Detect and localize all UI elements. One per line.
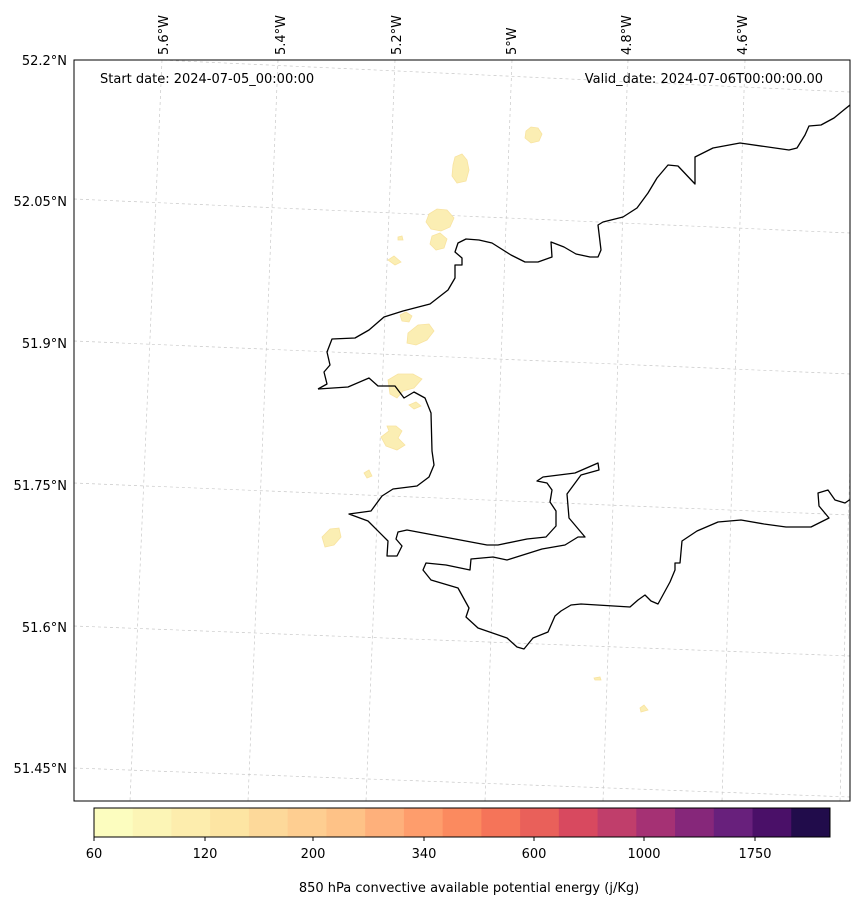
colorbar-tick-label-1750: 1750: [738, 847, 771, 862]
colorbar-bin: [210, 808, 250, 837]
colorbar-bin: [287, 808, 327, 837]
lat-label-51.45n: 51.45°N: [14, 762, 67, 777]
cape-patch: [429, 232, 448, 251]
west-coastline: [317, 377, 850, 650]
lon-label-5.6w: 5.6°W: [157, 15, 172, 55]
cape-patch: [425, 208, 455, 232]
cape-patch: [387, 373, 423, 399]
colorbar-bin: [481, 808, 521, 837]
colorbar-bin: [675, 808, 715, 837]
colorbar-bin: [248, 808, 289, 837]
colorbar-bin: [171, 808, 211, 837]
map-background: [74, 60, 850, 801]
colorbar-frame: [93, 807, 831, 838]
cape-patch: [524, 126, 543, 144]
cape-patch: [387, 255, 402, 266]
gridlines: [74, 60, 850, 801]
longitude-labels: 5.6°W 5.4°W 5.2°W 5°W 4.8°W 4.6°W: [157, 15, 751, 55]
colorbar-bin: [597, 808, 637, 837]
cape-patch: [321, 527, 342, 548]
colorbar-tick-label-200: 200: [301, 847, 326, 862]
lon-label-5w: 5°W: [505, 27, 520, 55]
start-date-label: Start date: 2024-07-05_00:00:00: [100, 72, 314, 87]
colorbar-tick-label-1000: 1000: [627, 847, 660, 862]
cape-patch: [408, 401, 422, 410]
colorbar-bin: [752, 808, 792, 837]
colorbar-bin: [520, 808, 560, 837]
lat-label-51.9n: 51.9°N: [22, 337, 67, 352]
cape-patch: [593, 676, 602, 681]
colorbar-bins: [94, 808, 831, 837]
colorbar-bin: [442, 808, 482, 837]
map-frame: [73, 59, 851, 802]
colorbar-bin: [326, 808, 366, 837]
lat-label-52.05n: 52.05°N: [14, 195, 67, 210]
lon-label-4.8w: 4.8°W: [620, 15, 635, 55]
cape-patch: [639, 704, 649, 713]
colorbar-bin: [636, 808, 676, 837]
colorbar-tick-label-120: 120: [193, 847, 218, 862]
meridian-5.4w: [247, 60, 279, 801]
map-panel: Start date: 2024-07-05_00:00:00 Valid_da…: [73, 59, 851, 802]
lat-label-51.75n: 51.75°N: [14, 479, 67, 494]
coastlines: [317, 104, 850, 650]
colorbar-bin: [365, 808, 405, 837]
colorbar: 60 120 200 340 600 1000 1750 850 hPa con…: [86, 807, 831, 896]
meridian-5.6w: [129, 60, 163, 801]
north-coastline: [317, 104, 850, 390]
colorbar-bin: [713, 808, 754, 837]
cape-patch: [451, 153, 470, 184]
cape-patch: [397, 235, 404, 241]
colorbar-bin: [403, 808, 444, 837]
colorbar-bin: [558, 808, 599, 837]
lon-label-5.2w: 5.2°W: [390, 15, 405, 55]
colorbar-bin: [791, 808, 831, 837]
cape-patch: [406, 323, 435, 346]
lat-label-52.2n: 52.2°N: [22, 54, 67, 69]
colorbar-tick-label-600: 600: [522, 847, 547, 862]
cape-contours: [321, 126, 649, 713]
lon-label-5.4w: 5.4°W: [274, 15, 289, 55]
lat-label-51.6n: 51.6°N: [22, 621, 67, 636]
lon-label-4.6w: 4.6°W: [736, 15, 751, 55]
colorbar-tick-label-340: 340: [412, 847, 437, 862]
colorbar-bin: [132, 808, 172, 837]
cape-patch: [363, 469, 373, 479]
latitude-labels: 52.2°N 52.05°N 51.9°N 51.75°N 51.6°N 51.…: [14, 54, 67, 777]
colorbar-bin: [94, 808, 134, 837]
cape-patch: [399, 311, 413, 323]
colorbar-ticks: [93, 837, 756, 841]
valid-date-label: Valid_date: 2024-07-06T00:00:00.00: [585, 72, 823, 87]
cape-patch: [380, 425, 406, 451]
colorbar-title: 850 hPa convective available potential e…: [299, 881, 639, 896]
colorbar-tick-label-60: 60: [86, 847, 103, 862]
